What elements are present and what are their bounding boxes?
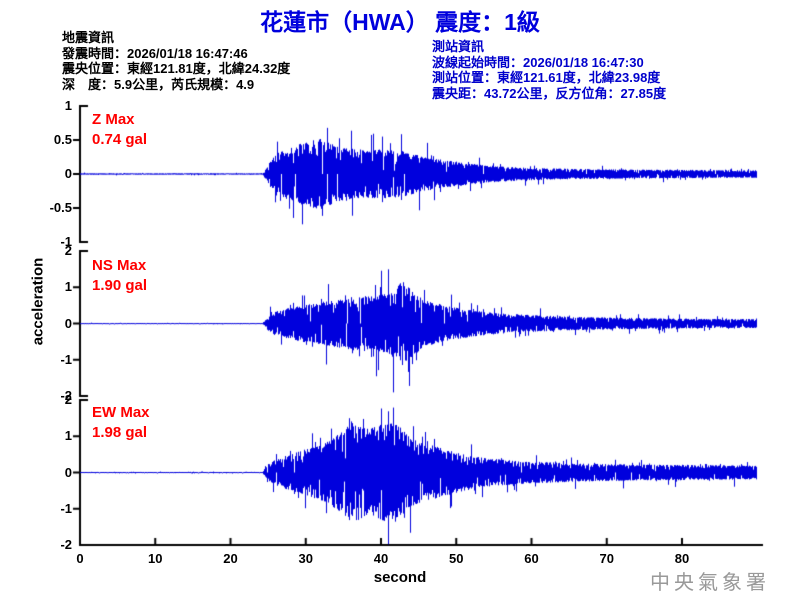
trace-z-name: Z Max [92,111,135,128]
trace-z-max-value: 0.74 gal [92,131,148,148]
x-tick-label: 10 [148,551,163,566]
trace-ns-name: NS Max [92,257,147,274]
x-tick-label: 50 [449,551,464,566]
y-tick-label: 2 [64,243,72,258]
y-tick-label: -1 [60,500,72,516]
x-tick-label: 20 [223,551,238,566]
y-tick-label: 2 [64,392,72,407]
y-tick-label: 0 [64,315,72,331]
y-tick-label: -2 [60,388,72,403]
trace-ew-name: EW Max [92,404,150,421]
x-axis-label: second [373,569,427,586]
y-tick-label: 0.5 [53,132,72,147]
x-tick-label: 0 [76,551,84,566]
y-tick-label: -1 [60,351,72,367]
y-tick-label: 0 [64,464,72,480]
x-tick-label: 80 [674,551,690,566]
y-tick-label: -2 [60,537,72,552]
trace-max-label-ns: NS Max 1.90 gal [92,256,147,296]
trace-max-label-z: Z Max 0.74 gal [92,110,147,150]
trace-max-label-ew: EW Max 1.98 gal [92,403,150,443]
agency-watermark: 中央氣象署 [650,572,770,594]
x-tick-label: 40 [373,551,389,566]
y-tick-label: 0 [64,166,72,181]
y-tick-label: 1 [64,428,72,444]
y-axis-label: acceleration [29,257,47,346]
trace-ew-max-value: 1.98 gal [92,424,148,441]
y-tick-label: -0.5 [49,200,72,215]
x-tick-label: 70 [599,551,614,566]
trace-ns-max-value: 1.90 gal [92,277,148,294]
x-tick-label: 60 [524,551,539,566]
y-tick-label: -1 [60,234,72,249]
y-tick-label: 1 [64,279,72,295]
x-tick-label: 30 [298,551,313,566]
y-tick-label: 1 [64,98,72,113]
